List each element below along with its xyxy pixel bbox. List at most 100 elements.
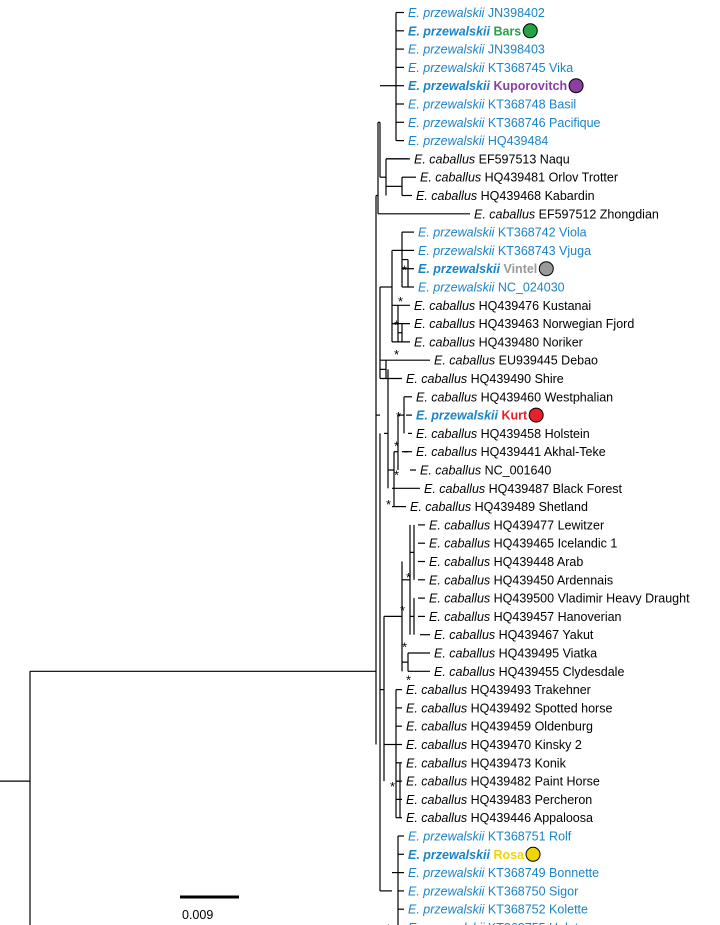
taxon-id: HQ439460 [481,390,542,404]
scale-bar-label: 0.009 [182,908,213,922]
taxon-label: E. przewalskii KT368745 Vika [408,61,573,75]
taxon-id: KT368745 [488,61,546,75]
taxon-genus: E. przewalskii [408,79,493,93]
taxon-name: Viatka [559,647,597,661]
taxon-name: Pacifique [546,116,601,130]
taxon-name: Vladimir Heavy Draught [554,592,690,606]
taxon-label: E. caballus HQ439477 Lewitzer [429,518,604,532]
taxon-label: E. caballus HQ439458 Holstein [416,427,590,441]
taxon-genus: E. caballus [429,537,494,551]
taxon-label: E. caballus HQ439465 Icelandic 1 [429,537,617,551]
bootstrap-support-asterisk: * [396,409,401,424]
taxon-id: KT368743 [498,244,556,258]
taxon-id: HQ439457 [494,610,555,624]
bootstrap-support-asterisk: * [394,347,399,362]
taxon-label: E. caballus EF597513 Naqu [414,152,570,166]
taxon-name: Noriker [539,335,583,349]
specimen-marker-dot [525,846,541,862]
bootstrap-support-asterisk: * [406,570,411,585]
taxon-label: E. przewalskii KT368750 Sigor [408,884,578,898]
taxon-label: E. przewalskii Rosa [408,848,525,862]
taxon-id: HQ439481 [485,171,546,185]
taxon-label: E. przewalskii JN398403 [408,43,545,57]
support-markers: ************** [386,263,411,925]
taxon-name: Kabardin [541,189,595,203]
taxon-id: HQ439446 [471,811,532,825]
taxon-label: E. caballus HQ439450 Ardennais [429,573,613,587]
taxon-genus: E. przewalskii [408,903,488,917]
taxon-name: Kustanai [539,299,591,313]
taxon-id: HQ439458 [481,427,542,441]
taxon-label: E. caballus HQ439448 Arab [429,555,583,569]
taxon-name: Holstein [541,427,590,441]
taxon-name: Spotted horse [531,701,612,715]
taxon-genus: E. caballus [406,372,471,386]
taxon-genus: E. caballus [424,482,489,496]
taxon-name: Lewitzer [554,518,604,532]
taxon-label: E. caballus HQ439493 Trakehner [406,683,591,697]
taxon-label: E. caballus HQ439495 Viatka [434,647,597,661]
taxon-genus: E. caballus [434,647,499,661]
taxon-label: E. przewalskii KT368746 Pacifique [408,116,601,130]
taxon-genus: E. caballus [429,610,494,624]
taxon-id: HQ439492 [471,701,532,715]
taxon-id: HQ439463 [479,317,540,331]
taxon-id: KT368742 [498,226,556,240]
taxon-id: HQ439455 [499,665,560,679]
taxon-name: Appaloosa [531,811,593,825]
taxon-id: Rosa [493,848,525,862]
taxon-genus: E. przewalskii [408,6,488,20]
bootstrap-support-asterisk: * [390,779,395,794]
taxon-id: HQ439490 [471,372,532,386]
taxon-label: E. caballus HQ439492 Spotted horse [406,701,612,715]
taxon-genus: E. przewalskii [408,134,488,148]
taxon-id: HQ439487 [489,482,550,496]
taxon-label: E. caballus HQ439446 Appaloosa [406,811,593,825]
taxon-genus: E. caballus [414,299,479,313]
taxon-name: Kinsky 2 [531,738,582,752]
taxon-name: Holotype [546,921,599,925]
taxon-label: E. przewalskii KT368751 Rolf [408,830,572,844]
taxon-id: HQ439448 [494,555,555,569]
taxon-id: KT368750 [488,884,546,898]
taxon-id: HQ439480 [479,335,540,349]
taxon-id: Bars [493,24,521,38]
bootstrap-support-asterisk: * [394,318,399,333]
scale-bar: 0.009 [180,895,239,922]
taxon-label: E. caballus HQ439441 Akhal-Teke [416,445,606,459]
taxon-label: E. przewalskii JN398402 [408,6,545,20]
taxon-label: E. przewalskii KT368755 Holotype [408,921,598,925]
taxon-name: Black Forest [549,482,622,496]
taxon-genus: E. caballus [406,775,471,789]
taxon-label: E. caballus HQ439457 Hanoverian [429,610,622,624]
taxon-label: E. caballus HQ439455 Clydesdale [434,665,624,679]
taxon-genus: E. caballus [429,555,494,569]
taxon-name: Clydesdale [559,665,624,679]
taxon-id: HQ439465 [494,537,555,551]
taxon-genus: E. przewalskii [408,830,488,844]
taxon-genus: E. caballus [406,738,471,752]
taxon-genus: E. przewalskii [408,884,488,898]
taxon-genus: E. przewalskii [418,226,498,240]
taxon-label: E. caballus HQ439481 Orlov Trotter [420,171,618,185]
taxon-genus: E. caballus [434,628,499,642]
taxon-id: HQ439468 [481,189,542,203]
taxon-genus: E. przewalskii [416,409,501,423]
taxon-genus: E. caballus [416,390,481,404]
taxon-label: E. caballus HQ439463 Norwegian Fjord [414,317,634,331]
taxon-label: E. przewalskii KT368749 Bonnette [408,866,599,880]
taxon-label: E. przewalskii Bars [408,24,521,38]
tree-branches [0,11,470,925]
taxon-id: HQ439477 [494,518,555,532]
taxon-genus: E. przewalskii [418,281,498,295]
taxon-name: Basil [546,98,577,112]
taxon-name: Bonnette [546,866,600,880]
taxon-genus: E. caballus [414,152,479,166]
specimen-marker-dot [538,261,554,277]
specimen-marker-dot [522,23,538,39]
taxon-label: E. caballus NC_001640 [420,464,551,478]
specimen-marker-dot [528,407,544,423]
taxon-genus: E. caballus [429,592,494,606]
taxon-genus: E. przewalskii [408,848,493,862]
